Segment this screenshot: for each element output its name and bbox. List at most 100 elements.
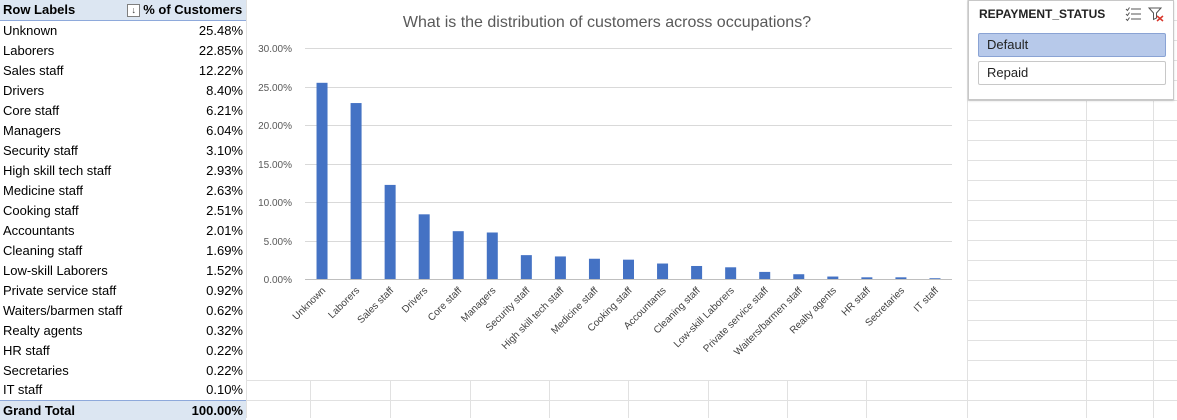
bar[interactable] (725, 267, 737, 279)
pivot-row-label[interactable]: Realty agents (3, 322, 83, 338)
pivot-row-value[interactable]: 0.32% (206, 322, 243, 338)
pivot-row-label[interactable]: HR staff (3, 342, 50, 358)
pivot-row-value[interactable]: 12.22% (198, 62, 243, 78)
y-tick-label: 30.00% (258, 44, 292, 55)
slicer-item-repaid[interactable]: Repaid (978, 61, 1166, 85)
pivot-row-value[interactable]: 2.93% (206, 162, 243, 178)
clear-filter-icon[interactable] (1147, 7, 1164, 22)
pivot-row[interactable]: Medicine staff 2.63% (0, 180, 246, 200)
pivot-row-label[interactable]: Laborers (3, 42, 55, 58)
bar[interactable] (520, 255, 532, 279)
pivot-row-label[interactable]: Security staff (3, 142, 78, 158)
x-tick-label: Low-skill Laborers (672, 285, 737, 350)
pivot-row[interactable]: Core staff 6.21% (0, 100, 246, 120)
pivot-row-value[interactable]: 3.10% (206, 142, 243, 158)
grand-total-label[interactable]: Grand Total (0, 399, 126, 420)
pivot-row-label[interactable]: Sales staff (3, 62, 64, 78)
pivot-row-label[interactable]: Core staff (3, 102, 60, 118)
pivot-row[interactable]: Sales staff 12.22% (0, 60, 246, 80)
pivot-row[interactable]: Cleaning staff 1.69% (0, 240, 246, 260)
pivot-row[interactable]: Cooking staff 2.51% (0, 200, 246, 220)
pivot-row-label[interactable]: Cooking staff (3, 202, 79, 218)
bar[interactable] (827, 276, 839, 279)
bar[interactable] (452, 231, 464, 279)
pivot-row[interactable]: Drivers 8.40% (0, 80, 246, 100)
pivot-row[interactable]: Unknown 25.48% (0, 20, 246, 40)
pivot-row-label[interactable]: Private service staff (3, 282, 117, 298)
bar[interactable] (793, 274, 805, 279)
pivot-row[interactable]: Accountants 2.01% (0, 220, 246, 240)
pivot-row-value[interactable]: 2.51% (206, 202, 243, 218)
bar[interactable] (588, 258, 600, 279)
x-tick-label: Sales staff (356, 285, 397, 326)
occupation-bar-chart[interactable]: What is the distribution of customers ac… (247, 0, 967, 380)
sort-descending-icon[interactable]: ↓ (127, 4, 141, 18)
y-tick-label: 10.00% (258, 198, 292, 209)
pivot-row-value[interactable]: 0.62% (206, 302, 243, 318)
pivot-row[interactable]: Low-skill Laborers 1.52% (0, 260, 246, 280)
pivot-row-label[interactable]: Drivers (3, 82, 45, 98)
bar[interactable] (691, 265, 703, 279)
bar[interactable] (418, 214, 430, 279)
pivot-row[interactable]: High skill tech staff 2.93% (0, 160, 246, 180)
pivot-row-value[interactable]: 25.48% (198, 22, 243, 38)
pivot-row-label[interactable]: High skill tech staff (3, 162, 112, 178)
pivot-row-label[interactable]: Secretaries (3, 362, 69, 378)
bar[interactable] (657, 263, 669, 279)
pivot-row-label[interactable]: Medicine staff (3, 182, 83, 198)
bar[interactable] (929, 278, 941, 279)
bar[interactable] (486, 232, 498, 279)
pivot-row-value[interactable]: 2.01% (206, 222, 243, 238)
pivot-row[interactable]: Security staff 3.10% (0, 140, 246, 160)
pivot-row[interactable]: IT staff 0.10% (0, 380, 246, 400)
slicer-title: REPAYMENT_STATUS (979, 7, 1106, 21)
pivot-row[interactable]: Private service staff 0.92% (0, 280, 246, 300)
bar[interactable] (623, 259, 634, 279)
y-tick-label: 5.00% (264, 237, 292, 248)
bar[interactable] (350, 103, 362, 280)
slicer-item-default[interactable]: Default (978, 33, 1166, 57)
pivot-row-value[interactable]: 1.69% (206, 242, 243, 258)
pivot-row-value[interactable]: 0.22% (206, 342, 243, 358)
pivot-row-value[interactable]: 6.21% (206, 102, 243, 118)
pivot-row[interactable]: Realty agents 0.32% (0, 320, 246, 340)
pivot-row-label[interactable]: Waiters/barmen staff (3, 302, 123, 318)
pivot-row-label[interactable]: Accountants (3, 222, 75, 238)
pivot-row-value[interactable]: 1.52% (206, 262, 243, 278)
chart-title: What is the distribution of customers ac… (403, 14, 811, 31)
bar[interactable] (759, 271, 771, 279)
pivot-row[interactable]: Waiters/barmen staff 0.62% (0, 300, 246, 320)
pivot-row-value[interactable]: 2.63% (206, 182, 243, 198)
grand-total-value[interactable]: 100.00% (125, 399, 246, 420)
bar[interactable] (554, 256, 566, 279)
pivot-row-value[interactable]: 0.10% (206, 382, 243, 398)
values-header[interactable]: ↓% of Customers (125, 0, 246, 21)
pivot-row-value[interactable]: 0.22% (206, 362, 243, 378)
repayment-status-slicer[interactable]: REPAYMENT_STATUS Default Repaid (968, 0, 1174, 100)
x-tick-label: Private service staff (701, 285, 771, 355)
bar[interactable] (895, 277, 907, 279)
pivot-row[interactable]: HR staff 0.22% (0, 340, 246, 360)
multi-select-icon[interactable] (1125, 7, 1141, 22)
row-labels-header[interactable]: Row Labels (0, 0, 126, 21)
pivot-row[interactable]: Laborers 22.85% (0, 40, 246, 60)
bar[interactable] (384, 184, 396, 279)
x-tick-label: Core staff (426, 285, 464, 323)
pivot-row-label[interactable]: Unknown (3, 22, 58, 38)
x-tick-label: Drivers (400, 285, 430, 315)
pivot-row-label[interactable]: Low-skill Laborers (3, 262, 108, 278)
pivot-row[interactable]: Managers 6.04% (0, 120, 246, 140)
bar[interactable] (316, 82, 328, 279)
pivot-row-value[interactable]: 6.04% (206, 122, 243, 138)
grand-total-row[interactable]: Grand Total 100.00% (0, 399, 246, 420)
pivot-row-label[interactable]: Managers (3, 122, 61, 138)
pivot-row-label[interactable]: IT staff (3, 382, 43, 398)
pivot-row[interactable]: Secretaries 0.22% (0, 360, 246, 380)
pivot-row-value[interactable]: 0.92% (206, 282, 243, 298)
y-tick-label: 0.00% (264, 275, 292, 286)
pivot-row-label[interactable]: Cleaning staff (3, 242, 83, 258)
x-tick-label: HR staff (840, 285, 873, 318)
bar[interactable] (861, 277, 873, 279)
pivot-row-value[interactable]: 22.85% (198, 42, 243, 58)
pivot-row-value[interactable]: 8.40% (206, 82, 243, 98)
